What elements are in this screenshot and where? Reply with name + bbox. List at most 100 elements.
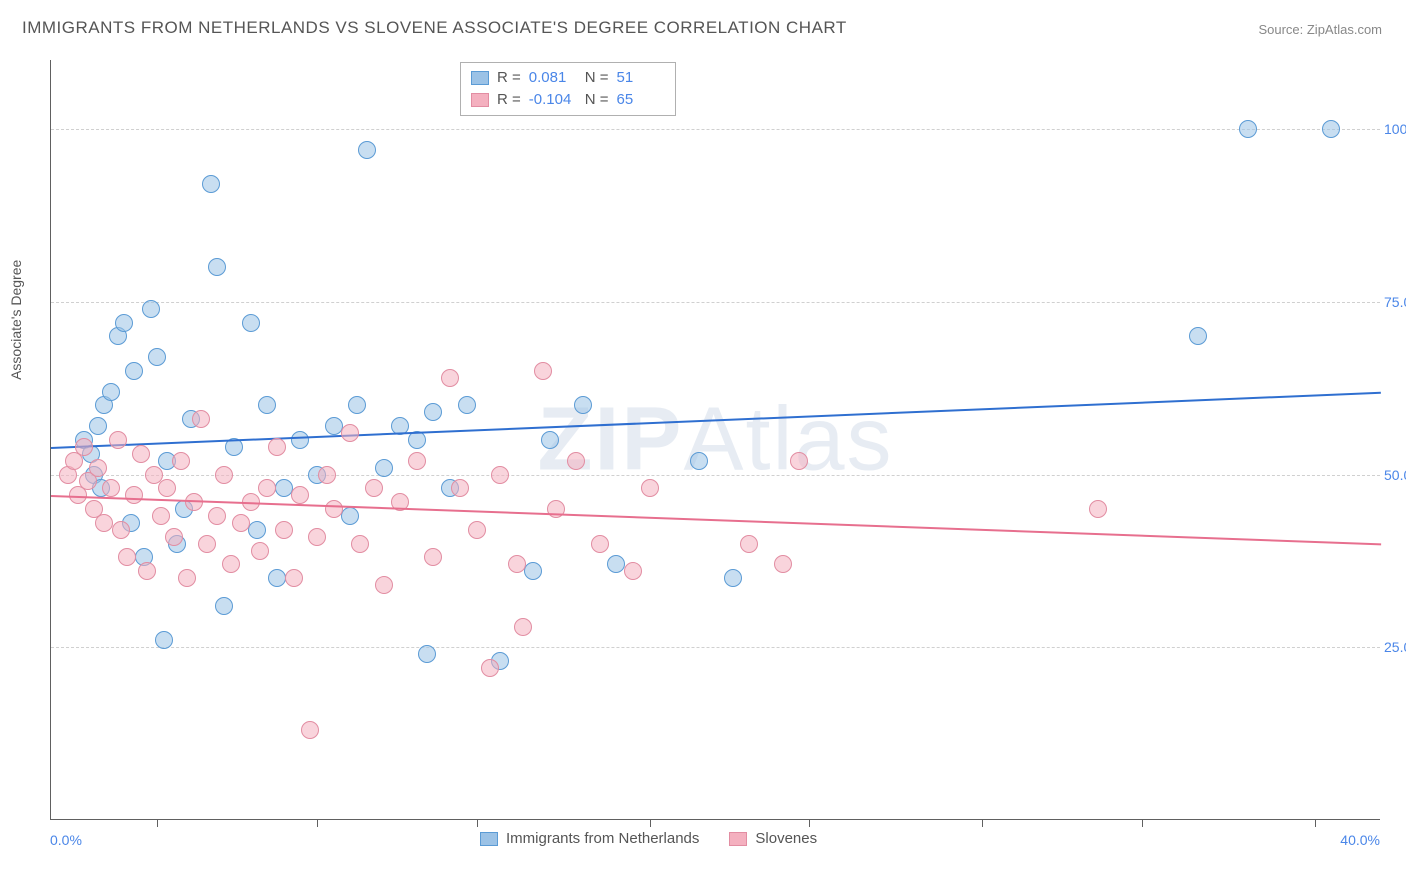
scatter-point (524, 562, 542, 580)
legend-series-item: Immigrants from Netherlands (480, 830, 699, 847)
scatter-point (291, 486, 309, 504)
scatter-point (424, 548, 442, 566)
gridline (51, 475, 1380, 476)
scatter-point (89, 459, 107, 477)
scatter-point (158, 479, 176, 497)
scatter-point (1322, 120, 1340, 138)
y-tick-label: 25.0% (1384, 639, 1406, 655)
scatter-point (491, 466, 509, 484)
scatter-point (192, 410, 210, 428)
x-axis-min-label: 0.0% (50, 832, 82, 848)
scatter-point (109, 431, 127, 449)
legend-series: Immigrants from Netherlands Slovenes (480, 830, 817, 847)
scatter-point (468, 521, 486, 539)
scatter-point (138, 562, 156, 580)
scatter-point (358, 141, 376, 159)
source-label: Source: ZipAtlas.com (1258, 22, 1382, 37)
scatter-point (251, 542, 269, 560)
y-tick-label: 100.0% (1384, 121, 1406, 137)
scatter-point (541, 431, 559, 449)
scatter-point (102, 479, 120, 497)
x-tick (317, 819, 318, 827)
scatter-point (624, 562, 642, 580)
scatter-point (408, 452, 426, 470)
scatter-point (275, 521, 293, 539)
scatter-point (89, 417, 107, 435)
scatter-point (125, 362, 143, 380)
x-tick (157, 819, 158, 827)
scatter-point (1189, 327, 1207, 345)
x-axis-max-label: 40.0% (1340, 832, 1380, 848)
scatter-point (774, 555, 792, 573)
scatter-point (641, 479, 659, 497)
scatter-point (375, 459, 393, 477)
legend-swatch (471, 93, 489, 107)
scatter-point (534, 362, 552, 380)
scatter-point (458, 396, 476, 414)
scatter-point (115, 314, 133, 332)
scatter-point (1239, 120, 1257, 138)
y-axis-title: Associate's Degree (8, 260, 24, 380)
scatter-point (268, 438, 286, 456)
chart-title: IMMIGRANTS FROM NETHERLANDS VS SLOVENE A… (22, 18, 847, 38)
x-tick (650, 819, 651, 827)
scatter-point (165, 528, 183, 546)
scatter-point (132, 445, 150, 463)
scatter-point (198, 535, 216, 553)
scatter-point (348, 396, 366, 414)
scatter-point (301, 721, 319, 739)
scatter-point (95, 514, 113, 532)
legend-stats: R =0.081N =51R =-0.104N =65 (460, 62, 676, 116)
scatter-point (325, 500, 343, 518)
scatter-point (242, 314, 260, 332)
scatter-point (724, 569, 742, 587)
scatter-point (481, 659, 499, 677)
scatter-point (202, 175, 220, 193)
scatter-point (325, 417, 343, 435)
scatter-point (232, 514, 250, 532)
scatter-point (155, 631, 173, 649)
legend-swatch (480, 832, 498, 846)
regression-line (51, 495, 1381, 545)
scatter-point (125, 486, 143, 504)
scatter-point (215, 466, 233, 484)
legend-n-label: N = (585, 67, 609, 89)
scatter-point (222, 555, 240, 573)
gridline (51, 647, 1380, 648)
legend-r-value: -0.104 (529, 89, 577, 111)
scatter-point (248, 521, 266, 539)
scatter-point (102, 383, 120, 401)
x-tick (809, 819, 810, 827)
scatter-point (341, 507, 359, 525)
scatter-point (418, 645, 436, 663)
scatter-point (341, 424, 359, 442)
scatter-point (172, 452, 190, 470)
y-tick-label: 50.0% (1384, 467, 1406, 483)
scatter-point (514, 618, 532, 636)
scatter-point (318, 466, 336, 484)
scatter-point (308, 528, 326, 546)
scatter-point (790, 452, 808, 470)
scatter-point (567, 452, 585, 470)
scatter-point (178, 569, 196, 587)
scatter-point (424, 403, 442, 421)
legend-r-label: R = (497, 67, 521, 89)
scatter-point (208, 507, 226, 525)
x-tick (1315, 819, 1316, 827)
scatter-point (1089, 500, 1107, 518)
scatter-point (375, 576, 393, 594)
scatter-point (208, 258, 226, 276)
scatter-point (148, 348, 166, 366)
legend-series-label: Immigrants from Netherlands (506, 830, 699, 847)
legend-swatch (729, 832, 747, 846)
scatter-point (112, 521, 130, 539)
legend-series-label: Slovenes (755, 830, 817, 847)
scatter-point (152, 507, 170, 525)
scatter-point (268, 569, 286, 587)
y-tick-label: 75.0% (1384, 294, 1406, 310)
scatter-point (258, 479, 276, 497)
legend-swatch (471, 71, 489, 85)
scatter-point (258, 396, 276, 414)
scatter-point (690, 452, 708, 470)
legend-stats-row: R =-0.104N =65 (471, 89, 665, 111)
